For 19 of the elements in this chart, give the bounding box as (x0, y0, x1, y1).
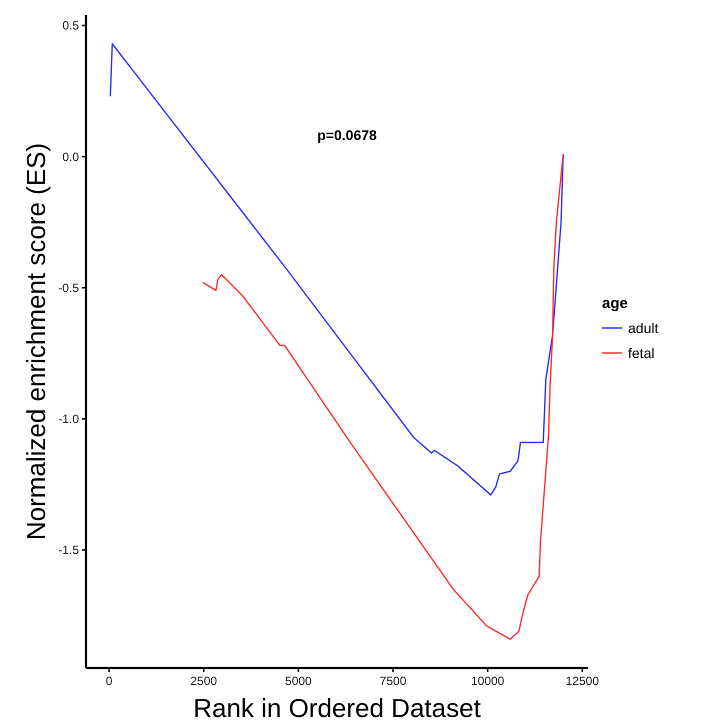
x-tick-label: 5000 (285, 674, 312, 688)
line-series (110, 43, 564, 496)
y-tick-label: -0.5 (58, 280, 80, 295)
y-tick-label: -1.0 (58, 412, 80, 426)
x-tick-label: 12500 (566, 674, 600, 688)
x-tick-label: 2500 (190, 674, 218, 688)
x-tick-label: 7500 (380, 674, 407, 688)
x-axis-title: Rank in Ordered Dataset (193, 693, 482, 723)
y-tick-label: 0.0 (62, 150, 80, 164)
y-tick-label: -1.5 (58, 543, 80, 558)
annotation: p=0.0678 (317, 127, 378, 143)
legend-title: age (602, 295, 628, 312)
legend-label: fetal (628, 344, 654, 361)
y-axis-title: Normalized enrichment score (ES) (21, 142, 51, 540)
x-tick-label: 0 (106, 674, 113, 688)
line-series (202, 153, 564, 640)
y-tick-label: 0.5 (62, 18, 80, 33)
x-tick-label: 10000 (470, 674, 505, 688)
legend-label: adult (628, 320, 658, 336)
